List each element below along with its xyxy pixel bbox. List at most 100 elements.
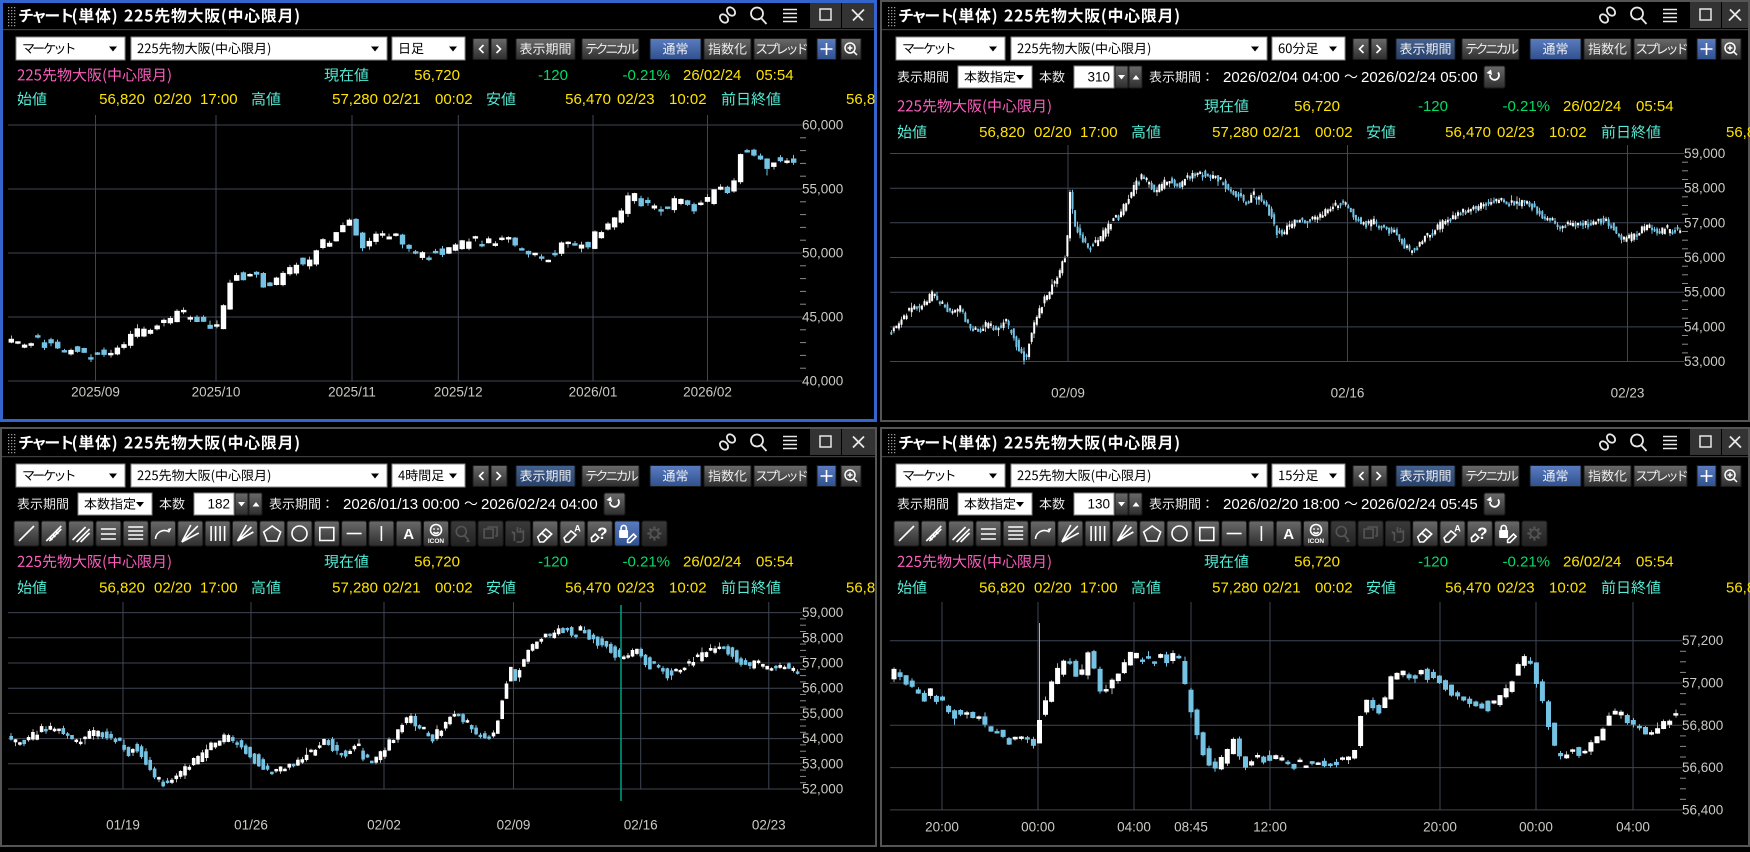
svg-text:50,000: 50,000 (802, 246, 843, 261)
svg-text:02/23: 02/23 (1611, 386, 1645, 401)
svg-text:2025/10: 2025/10 (192, 385, 241, 400)
svg-text:53,000: 53,000 (1684, 354, 1725, 369)
svg-text:00:02: 00:02 (435, 580, 473, 597)
svg-text:?: ? (597, 524, 607, 543)
svg-text:02/09: 02/09 (1051, 386, 1085, 401)
svg-text:02/02: 02/02 (367, 818, 401, 833)
svg-text:2026/01: 2026/01 (569, 385, 618, 400)
svg-text:20:00: 20:00 (1423, 820, 1457, 835)
svg-text:56,720: 56,720 (1294, 98, 1340, 115)
svg-text:26/02/24: 26/02/24 (1563, 554, 1621, 571)
svg-text:10:02: 10:02 (1549, 124, 1587, 141)
svg-text:-120: -120 (538, 554, 568, 571)
svg-text:17:00: 17:00 (1080, 580, 1118, 597)
svg-text:-120: -120 (1418, 98, 1448, 115)
svg-text:2026/02/20 18:00: 2026/02/20 18:00 (1223, 496, 1340, 513)
svg-text:-0.21%: -0.21% (1502, 98, 1550, 115)
svg-text:-0.21%: -0.21% (622, 67, 670, 84)
svg-text:10:02: 10:02 (1549, 580, 1587, 597)
svg-text:2026/02: 2026/02 (683, 385, 732, 400)
svg-text:56,820: 56,820 (979, 580, 1025, 597)
svg-text:56,820: 56,820 (99, 91, 145, 108)
svg-text:2026/02/24 05:45: 2026/02/24 05:45 (1361, 496, 1478, 513)
svg-text:59,000: 59,000 (1684, 146, 1725, 161)
svg-text:05:54: 05:54 (756, 67, 794, 84)
svg-text:56,720: 56,720 (414, 67, 460, 84)
svg-text:17:00: 17:00 (1080, 124, 1118, 141)
svg-text:A: A (403, 526, 414, 543)
svg-text:57,280: 57,280 (332, 580, 378, 597)
svg-text:26/02/24: 26/02/24 (683, 67, 741, 84)
svg-text:56,470: 56,470 (565, 91, 611, 108)
svg-text:56,800: 56,800 (1682, 718, 1723, 733)
svg-text:00:00: 00:00 (1021, 820, 1055, 835)
svg-text:05:54: 05:54 (1636, 98, 1674, 115)
svg-text:55,000: 55,000 (802, 182, 843, 197)
svg-text:2026/02/24 05:00: 2026/02/24 05:00 (1361, 69, 1478, 86)
svg-text:02/20: 02/20 (154, 91, 192, 108)
svg-text:02/20: 02/20 (154, 580, 192, 597)
svg-text:56,600: 56,600 (1682, 760, 1723, 775)
svg-text:ICON: ICON (1308, 538, 1325, 545)
svg-text:00:00: 00:00 (1519, 820, 1553, 835)
svg-text:56,470: 56,470 (1445, 124, 1491, 141)
svg-text:A: A (1454, 524, 1461, 534)
svg-text:26/02/24: 26/02/24 (1563, 98, 1621, 115)
svg-text:57,000: 57,000 (1684, 215, 1725, 230)
svg-text:56,720: 56,720 (1294, 554, 1340, 571)
svg-text:10:02: 10:02 (669, 580, 707, 597)
svg-text:56,470: 56,470 (565, 580, 611, 597)
svg-text:56,000: 56,000 (802, 681, 843, 696)
svg-text:02/21: 02/21 (383, 580, 421, 597)
svg-text:02/23: 02/23 (1497, 124, 1535, 141)
svg-text:57,280: 57,280 (1212, 124, 1258, 141)
svg-text:05:54: 05:54 (1636, 554, 1674, 571)
svg-text:00:02: 00:02 (1315, 124, 1353, 141)
svg-text:05:54: 05:54 (756, 554, 794, 571)
svg-text:2026/01/13 00:00: 2026/01/13 00:00 (343, 496, 460, 513)
svg-text:-120: -120 (538, 67, 568, 84)
svg-text:54,000: 54,000 (802, 731, 843, 746)
svg-text:54,000: 54,000 (1684, 319, 1725, 334)
svg-text:?: ? (1477, 524, 1487, 543)
svg-text:02/21: 02/21 (1263, 124, 1301, 141)
svg-text:00:02: 00:02 (1315, 580, 1353, 597)
svg-text:2026/02/04 04:00: 2026/02/04 04:00 (1223, 69, 1340, 86)
svg-text:56,720: 56,720 (414, 554, 460, 571)
svg-text:56,820: 56,820 (979, 124, 1025, 141)
svg-text:12:00: 12:00 (1253, 820, 1287, 835)
svg-text:310: 310 (1087, 70, 1110, 85)
svg-text:A: A (1283, 526, 1294, 543)
svg-text:02/09: 02/09 (497, 818, 531, 833)
svg-text:02/23: 02/23 (752, 818, 786, 833)
svg-text:01/26: 01/26 (234, 818, 268, 833)
svg-text:56,000: 56,000 (1684, 250, 1725, 265)
svg-text:2025/09: 2025/09 (71, 385, 120, 400)
svg-text:60,000: 60,000 (802, 118, 843, 133)
svg-text:2025/12: 2025/12 (434, 385, 483, 400)
svg-text:02/23: 02/23 (617, 91, 655, 108)
svg-text:17:00: 17:00 (200, 91, 238, 108)
svg-text:20:00: 20:00 (925, 820, 959, 835)
svg-text:08:45: 08:45 (1174, 820, 1208, 835)
svg-text:00:02: 00:02 (435, 91, 473, 108)
svg-text:53,000: 53,000 (802, 756, 843, 771)
svg-text:56,8: 56,8 (1726, 124, 1750, 141)
svg-text:10:02: 10:02 (669, 91, 707, 108)
svg-text:02/23: 02/23 (617, 580, 655, 597)
svg-text:182: 182 (207, 497, 230, 512)
svg-text:A: A (574, 524, 581, 534)
svg-text:56,470: 56,470 (1445, 580, 1491, 597)
svg-text:56,400: 56,400 (1682, 802, 1723, 817)
svg-text:02/16: 02/16 (624, 818, 658, 833)
svg-text:58,000: 58,000 (1684, 181, 1725, 196)
svg-text:-0.21%: -0.21% (622, 554, 670, 571)
svg-text:02/16: 02/16 (1331, 386, 1365, 401)
svg-text:-0.21%: -0.21% (1502, 554, 1550, 571)
svg-text:58,000: 58,000 (802, 630, 843, 645)
svg-text:2026/02/24 04:00: 2026/02/24 04:00 (481, 496, 598, 513)
svg-text:02/21: 02/21 (1263, 580, 1301, 597)
svg-text:130: 130 (1087, 497, 1110, 512)
svg-text:56,820: 56,820 (99, 580, 145, 597)
svg-text:04:00: 04:00 (1117, 820, 1151, 835)
